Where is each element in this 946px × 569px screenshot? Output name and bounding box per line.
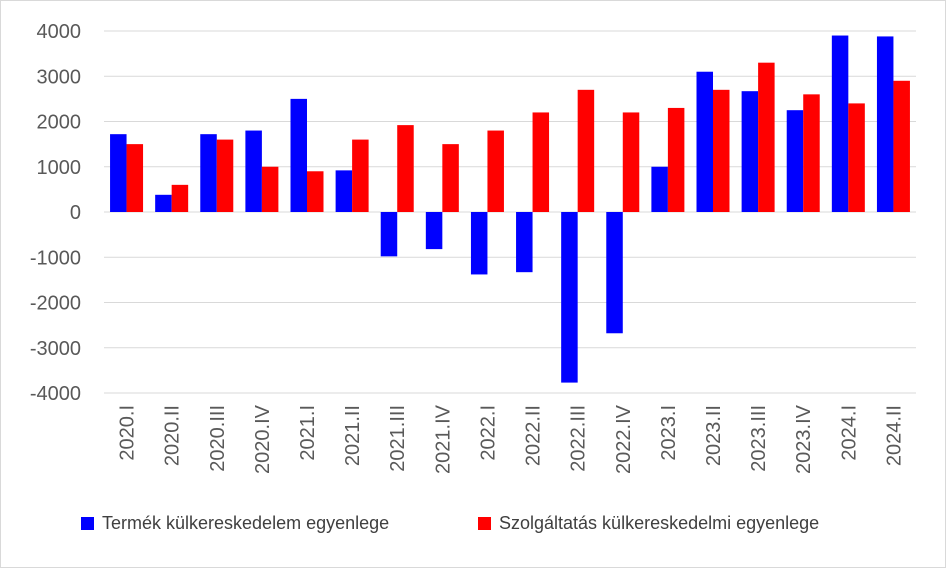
bar bbox=[397, 125, 414, 212]
bar bbox=[487, 130, 504, 212]
bar bbox=[622, 112, 640, 212]
x-tick-label: 2023.IV bbox=[793, 404, 815, 474]
y-tick-label: 3000 bbox=[37, 66, 82, 88]
bar bbox=[290, 98, 307, 212]
bars bbox=[110, 35, 910, 383]
y-tick-labels: 4000 3000 2000 1000 0 -1000 -2000 -3000 -4000 bbox=[30, 21, 81, 405]
bar bbox=[442, 144, 459, 212]
y-tick-label: -3000 bbox=[30, 338, 81, 360]
bar bbox=[171, 184, 189, 212]
bar bbox=[741, 91, 759, 212]
bar bbox=[155, 194, 172, 212]
x-tick-label: 2020.I bbox=[117, 405, 139, 461]
x-tick-label: 2023.II bbox=[703, 405, 725, 466]
x-tick-label: 2023.I bbox=[658, 405, 680, 461]
x-tick-label: 2020.III bbox=[207, 405, 229, 472]
x-tick-label: 2024.I bbox=[838, 405, 860, 461]
bar bbox=[651, 166, 668, 212]
bar bbox=[848, 103, 865, 212]
x-tick-label: 2021.II bbox=[342, 405, 364, 466]
x-tick-label: 2021.IV bbox=[432, 404, 454, 474]
bar bbox=[893, 80, 910, 213]
y-tick-label: -2000 bbox=[30, 293, 81, 315]
x-tick-label: 2023.III bbox=[748, 405, 770, 472]
x-tick-label: 2020.II bbox=[162, 405, 184, 466]
legend-swatch bbox=[81, 517, 94, 530]
bar bbox=[261, 166, 279, 212]
bar bbox=[876, 36, 894, 213]
x-tick-label: 2021.III bbox=[387, 405, 409, 472]
y-tick-label: -1000 bbox=[30, 247, 81, 269]
bar bbox=[532, 112, 550, 212]
bar bbox=[307, 171, 324, 212]
bar bbox=[335, 170, 353, 212]
y-tick-label: 0 bbox=[70, 202, 81, 224]
x-tick-label: 2021.I bbox=[297, 405, 319, 461]
bar bbox=[245, 130, 262, 212]
bar bbox=[216, 139, 234, 212]
y-tick-label: -4000 bbox=[30, 383, 81, 405]
x-tick-label: 2022.I bbox=[477, 405, 499, 461]
legend: Termék külkereskedelem egyenlege Szolgált… bbox=[81, 513, 819, 533]
bar bbox=[200, 134, 217, 212]
gridlines bbox=[104, 30, 916, 394]
bar bbox=[667, 107, 685, 212]
x-tick-label: 2022.IV bbox=[613, 404, 635, 474]
x-tick-label: 2022.III bbox=[568, 405, 590, 472]
bar bbox=[126, 144, 144, 212]
legend-swatch bbox=[478, 517, 491, 530]
bar bbox=[470, 212, 488, 275]
x-tick-label: 2020.IV bbox=[252, 404, 274, 474]
x-tick-label: 2022.II bbox=[523, 405, 545, 466]
y-tick-label: 1000 bbox=[37, 157, 82, 179]
bar bbox=[758, 62, 775, 212]
bar bbox=[577, 89, 595, 212]
bar bbox=[606, 212, 623, 334]
bar bbox=[110, 134, 127, 212]
x-tick-label: 2024.II bbox=[883, 405, 905, 466]
bar bbox=[696, 71, 713, 212]
bar bbox=[425, 212, 443, 250]
legend-label: Termék külkereskedelem egyenlege bbox=[102, 513, 389, 533]
bar bbox=[831, 35, 849, 213]
bar bbox=[561, 212, 578, 383]
bar bbox=[803, 94, 820, 212]
y-tick-label: 4000 bbox=[37, 21, 82, 43]
bar bbox=[786, 110, 804, 212]
x-tick-labels: 2020.I 2020.II 2020.III 2020.IV 2021.I 2021.I… bbox=[117, 404, 906, 474]
bar bbox=[516, 212, 533, 273]
legend-label: Szolgáltatás külkereskedelmi egyenlege bbox=[499, 513, 819, 533]
bar bbox=[380, 212, 398, 257]
bar bbox=[352, 139, 369, 212]
y-tick-label: 2000 bbox=[37, 112, 82, 134]
bar bbox=[713, 89, 730, 212]
